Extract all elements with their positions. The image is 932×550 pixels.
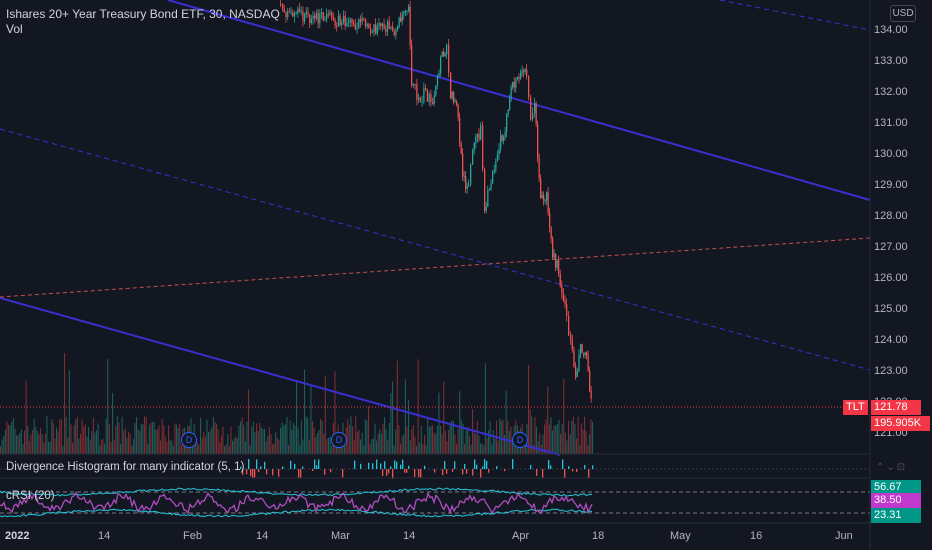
volume-legend[interactable]: Vol — [6, 22, 23, 36]
price-tick-label: 126.00 — [874, 272, 908, 284]
time-tick-label: 14 — [403, 530, 416, 542]
price-tick-label: 124.00 — [874, 334, 908, 346]
time-tick-label: 14 — [256, 530, 269, 542]
price-tick-label: 125.00 — [874, 303, 908, 315]
crsi-pane — [0, 487, 870, 518]
top-channel-dashed-line[interactable] — [719, 0, 871, 31]
time-tick-label: May — [670, 530, 691, 542]
time-tick-label: Mar — [331, 530, 350, 542]
time-tick-label: 16 — [750, 530, 763, 542]
symbol-title[interactable]: Ishares 20+ Year Treasury Bond ETF, 30, … — [6, 7, 280, 21]
price-tick-label: 128.00 — [874, 210, 908, 222]
time-tick-label: Apr — [512, 530, 530, 542]
time-tick-label: Feb — [183, 530, 202, 542]
trendlines[interactable] — [0, 0, 871, 456]
crsi-lower-badge: 23.31 — [871, 508, 921, 523]
dividend-marker-icon[interactable]: D — [512, 432, 528, 448]
divergence-indicator-legend[interactable]: Divergence Histogram for many indicator … — [6, 461, 245, 473]
volume-badge: 195.905K — [871, 416, 930, 431]
dividend-marker-icon[interactable]: D — [181, 432, 197, 448]
divergence-histogram — [0, 459, 870, 479]
price-tick-label: 133.00 — [874, 55, 908, 67]
upper-channel-line[interactable] — [167, 0, 871, 201]
ticker-badge: TLT — [843, 400, 868, 415]
red-dashed-line[interactable] — [0, 237, 871, 298]
crsi-indicator-legend[interactable]: cRSI (20) — [6, 490, 55, 502]
time-tick-label: 18 — [592, 530, 605, 542]
crsi-value-badge: 38.50 — [871, 493, 921, 508]
volume-bars — [0, 353, 594, 454]
time-tick-label: 2022 — [5, 530, 30, 542]
price-tick-label: 123.00 — [874, 365, 908, 377]
price-tick-label: 132.00 — [874, 86, 908, 98]
time-tick-label: 14 — [98, 530, 111, 542]
price-tick-label: 130.00 — [874, 148, 908, 160]
currency-button[interactable]: USD — [890, 5, 916, 22]
crsi-upper-badge: 56.67 — [871, 480, 921, 495]
price-tick-label: 127.00 — [874, 241, 908, 253]
candlesticks — [280, 0, 592, 403]
dividend-marker-icon[interactable]: D — [331, 432, 347, 448]
price-tick-label: 131.00 — [874, 117, 908, 129]
pane-controls-icon[interactable]: ⌃⌄⊡ — [876, 462, 908, 473]
price-tick-label: 134.00 — [874, 24, 908, 36]
mid-channel-dashed-line[interactable] — [0, 128, 871, 371]
time-tick-label: Jun — [835, 530, 853, 542]
price-tick-label: 129.00 — [874, 179, 908, 191]
last-price-badge: 121.78 — [871, 400, 921, 415]
lower-channel-line[interactable] — [0, 297, 561, 456]
